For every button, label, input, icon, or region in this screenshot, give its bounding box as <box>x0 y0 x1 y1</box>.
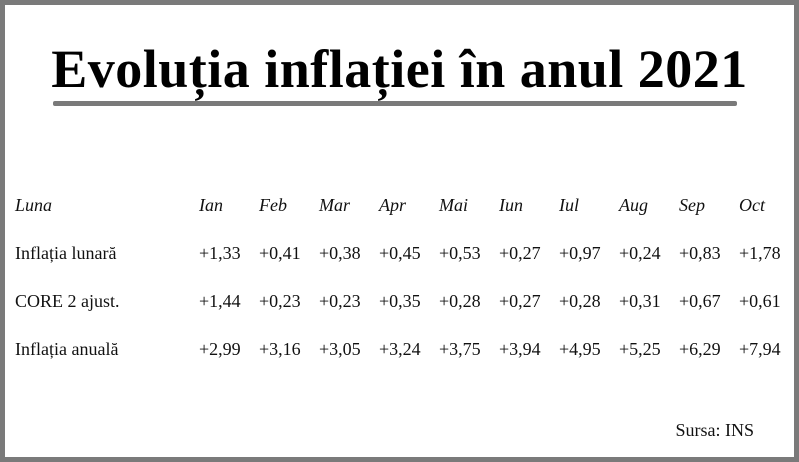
row-label-cell: Inflația lunară <box>15 243 117 263</box>
value-cell: +0,97 <box>559 243 601 263</box>
chart-title: Evoluția inflației în anul 2021 <box>51 39 748 99</box>
value-cell: +1,33 <box>199 243 241 263</box>
table-row: CORE 2 ajust. +1,44 +0,23 +0,23 +0,35 +0,28 +… <box>15 277 795 325</box>
value-cell: +0,31 <box>619 291 661 311</box>
value-cell: +0,41 <box>259 243 301 263</box>
value-cell: +0,24 <box>619 243 661 263</box>
header-label-cell: Luna <box>15 195 53 215</box>
value-cell: +3,16 <box>259 339 301 359</box>
table-row: Inflația anuală +2,99 +3,16 +3,05 +3,24 +3,7… <box>15 325 795 373</box>
month-header-1: Ian <box>199 195 223 215</box>
row-label-cell: CORE 2 ajust. <box>15 291 120 311</box>
value-cell: +0,35 <box>379 291 421 311</box>
value-cell: +0,61 <box>739 291 781 311</box>
row-label-cell: Inflația anuală <box>15 339 119 359</box>
value-cell: +0,45 <box>379 243 421 263</box>
month-header-8: Aug <box>619 195 648 215</box>
value-cell: +3,24 <box>379 339 421 359</box>
value-cell: +1,78 <box>739 243 781 263</box>
value-cell: +1,44 <box>199 291 241 311</box>
month-header-5: Mai <box>439 195 468 215</box>
value-cell: +0,27 <box>499 291 541 311</box>
value-cell: +0,28 <box>559 291 601 311</box>
month-header-9: Sep <box>679 195 705 215</box>
value-cell: +0,23 <box>259 291 301 311</box>
source-note: Sursa: INS <box>675 420 754 440</box>
value-cell: +0,83 <box>679 243 721 263</box>
value-cell: +7,94 <box>739 339 781 359</box>
value-cell: +6,29 <box>679 339 721 359</box>
value-cell: +3,05 <box>319 339 361 359</box>
month-header-2: Feb <box>259 195 287 215</box>
month-header-6: Iun <box>499 195 523 215</box>
value-cell: +3,94 <box>499 339 541 359</box>
value-cell: +3,75 <box>439 339 481 359</box>
value-cell: +0,53 <box>439 243 481 263</box>
value-cell: +5,25 <box>619 339 661 359</box>
value-cell: +0,67 <box>679 291 721 311</box>
month-header-4: Apr <box>379 195 406 215</box>
value-cell: +2,99 <box>199 339 241 359</box>
month-header-10: Oct <box>739 195 765 215</box>
value-cell: +0,23 <box>319 291 361 311</box>
title-underline <box>53 101 737 106</box>
value-cell: +0,28 <box>439 291 481 311</box>
month-header-3: Mar <box>319 195 350 215</box>
table-header-row: Luna Ian Feb Mar Apr Mai Iun Iul Aug Sep Oct <box>15 181 795 229</box>
table-row: Inflația lunară +1,33 +0,41 +0,38 +0,45 +0,5… <box>15 229 795 277</box>
value-cell: +0,38 <box>319 243 361 263</box>
value-cell: +4,95 <box>559 339 601 359</box>
month-header-7: Iul <box>559 195 579 215</box>
value-cell: +0,27 <box>499 243 541 263</box>
inflation-table: Luna Ian Feb Mar Apr Mai Iun Iul Aug Sep Oct Infl… <box>15 181 795 373</box>
